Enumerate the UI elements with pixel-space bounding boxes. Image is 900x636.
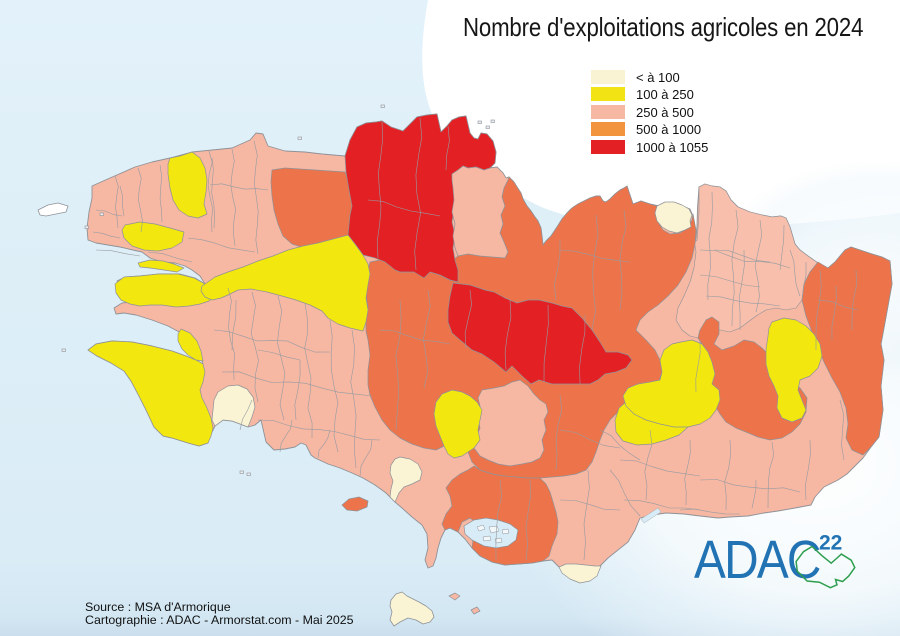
svg-text:ADAC: ADAC xyxy=(694,529,820,589)
svg-text:22: 22 xyxy=(819,532,842,555)
